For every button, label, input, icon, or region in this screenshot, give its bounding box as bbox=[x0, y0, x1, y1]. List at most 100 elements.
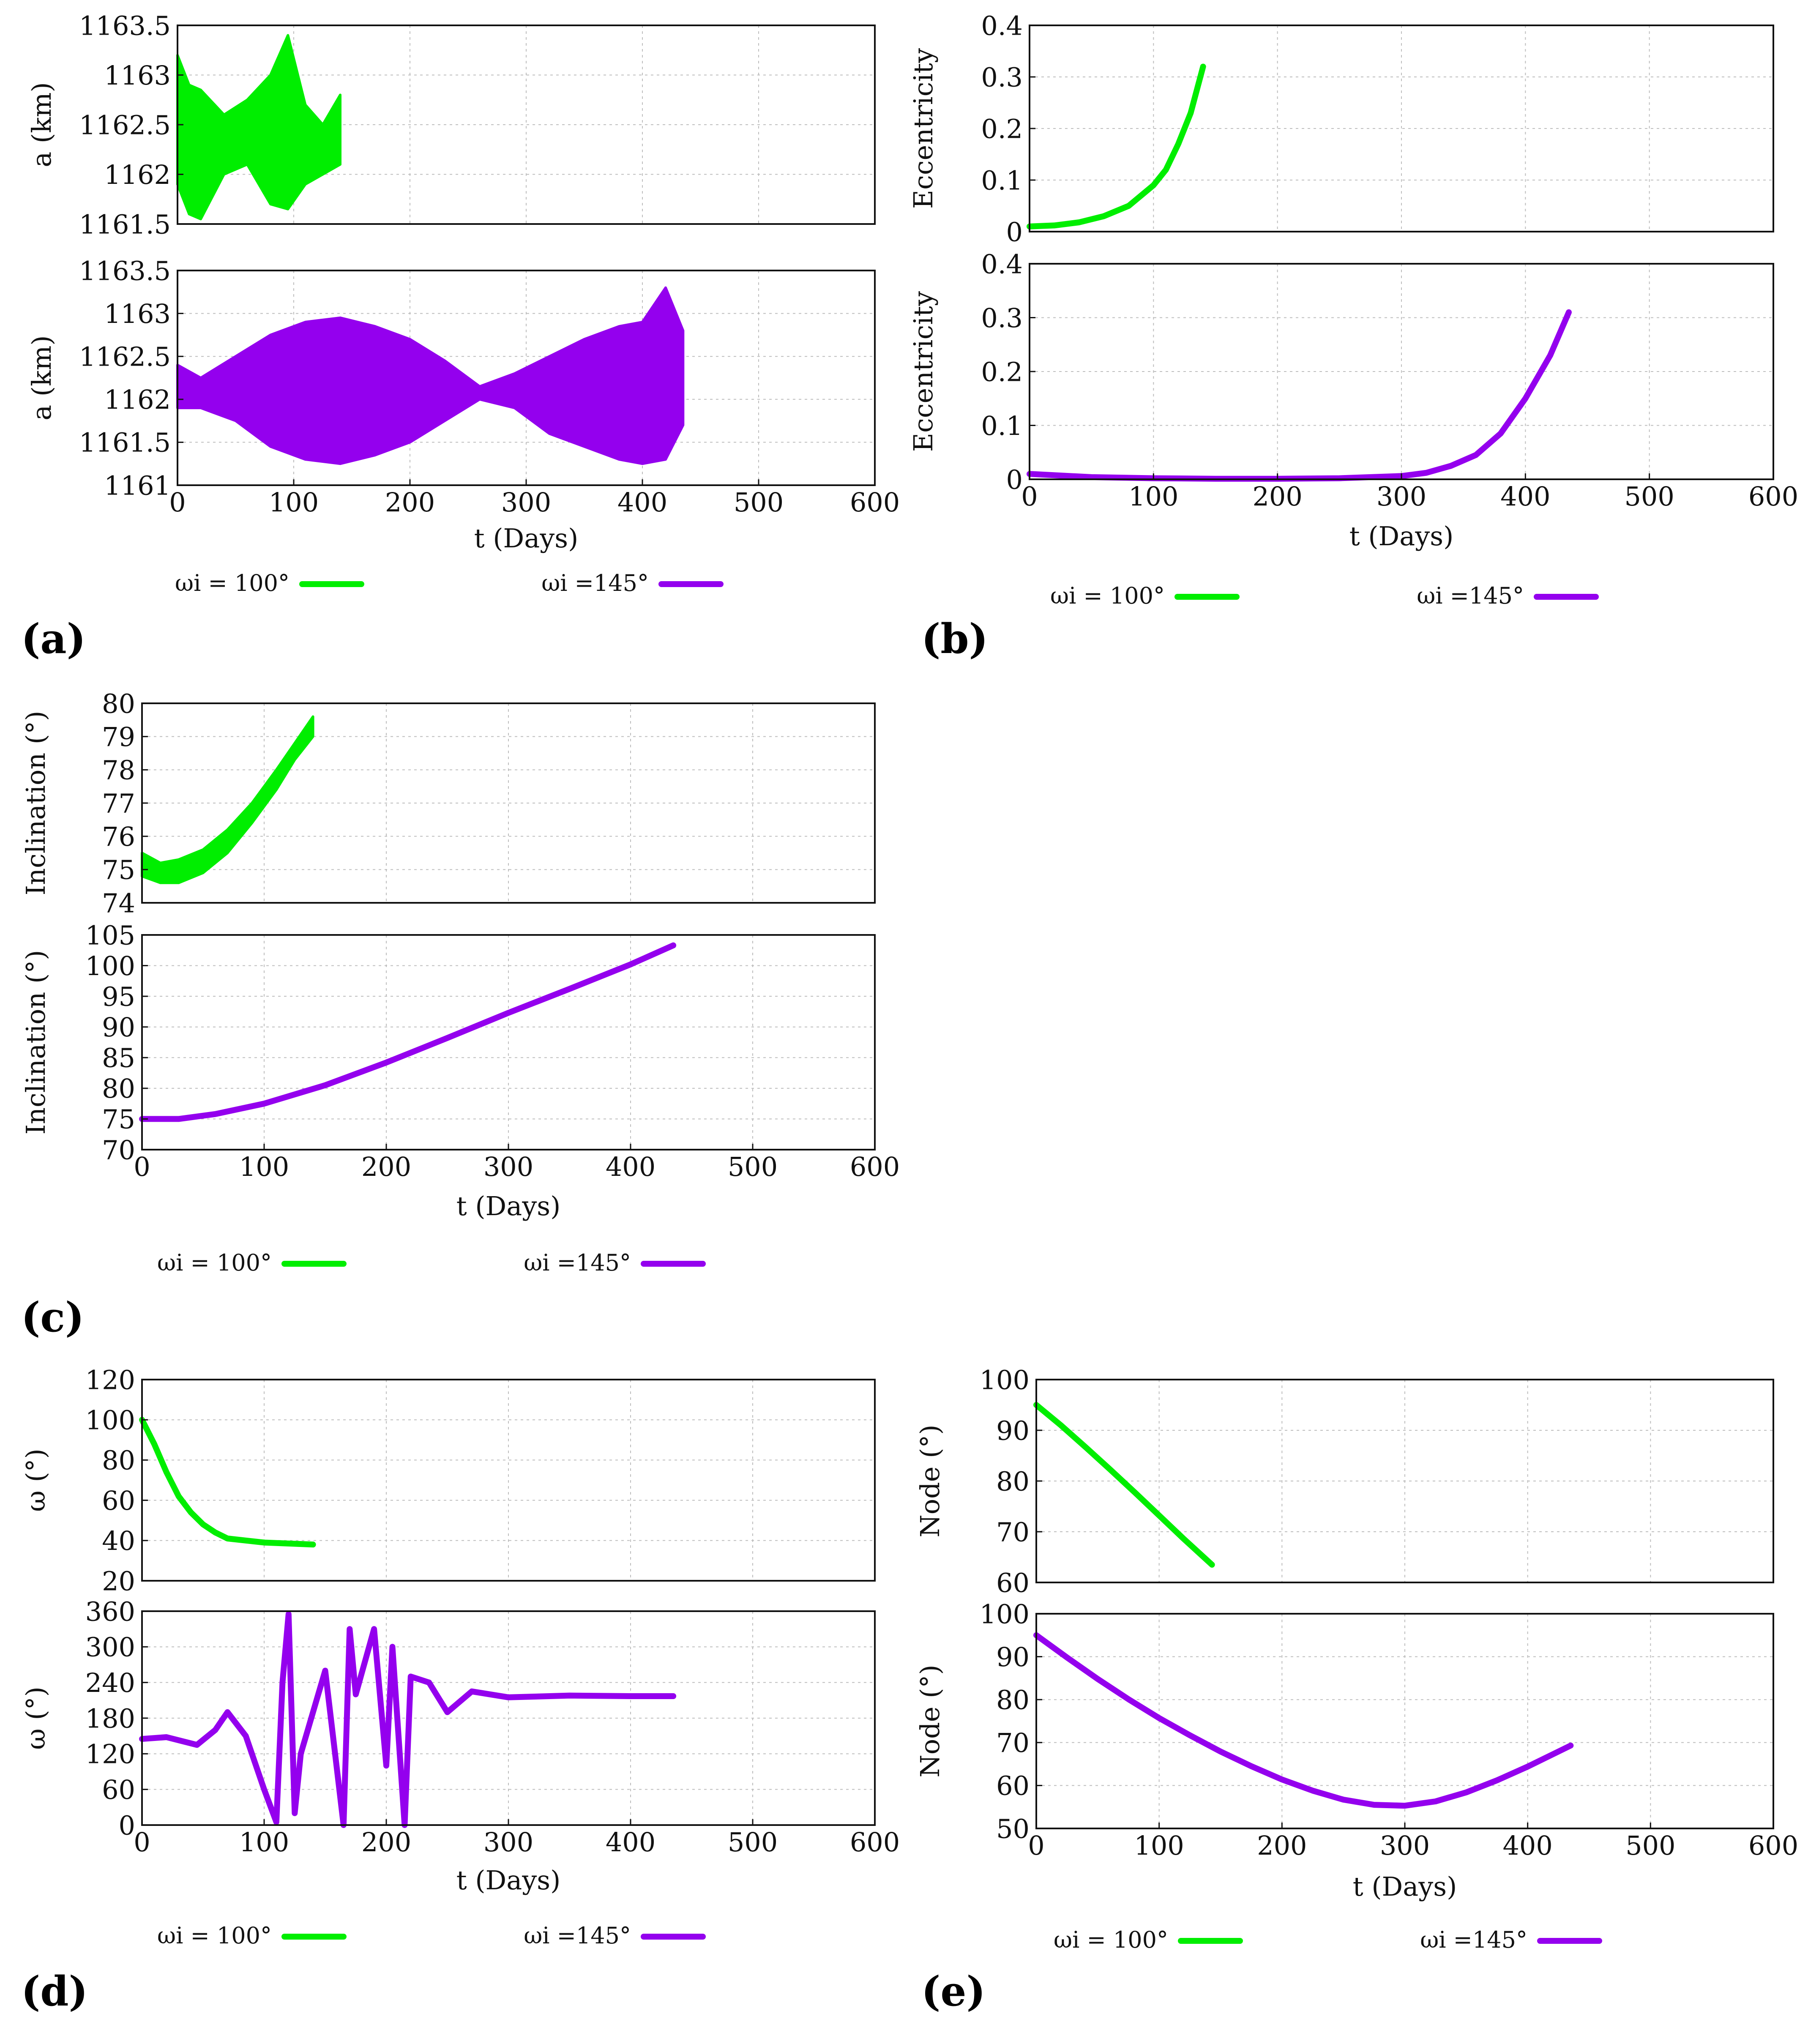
y-tick-label: 90 bbox=[996, 1415, 1030, 1446]
subplot-a-top: 1161.5 1162 1162.5 1163 1163.5 a (km) bbox=[26, 10, 876, 240]
y-tick-label: 105 bbox=[85, 920, 135, 951]
y-tick-label: 1163.5 bbox=[79, 255, 171, 286]
y-tick-label: 100 bbox=[85, 1405, 135, 1436]
y-axis-label: a (km) bbox=[26, 335, 57, 420]
y-axis-label: ω (°) bbox=[20, 1686, 51, 1750]
data-point bbox=[213, 1530, 218, 1535]
y-tick-label: 80 bbox=[996, 1466, 1030, 1497]
data-point bbox=[390, 1644, 395, 1650]
data-point bbox=[227, 840, 229, 842]
y-tick-label: 70 bbox=[102, 1134, 135, 1165]
data-point bbox=[1566, 309, 1571, 315]
data-point bbox=[1101, 213, 1106, 219]
data-point bbox=[287, 121, 289, 123]
data-point bbox=[176, 1494, 181, 1499]
y-tick-label: 360 bbox=[85, 1596, 135, 1627]
data-point bbox=[583, 392, 585, 394]
x-tick-label: 400 bbox=[1500, 481, 1550, 512]
y-tick-label: 1161.5 bbox=[79, 209, 171, 240]
x-tick-label: 500 bbox=[1624, 481, 1674, 512]
data-point bbox=[1523, 396, 1528, 401]
y-tick-label: 0.1 bbox=[981, 410, 1023, 441]
x-tick-label: 0 bbox=[169, 487, 186, 518]
data-point bbox=[223, 144, 225, 145]
data-point bbox=[384, 1763, 389, 1768]
y-tick-label: 120 bbox=[85, 1739, 135, 1770]
data-point bbox=[322, 148, 324, 150]
data-point bbox=[1052, 223, 1057, 228]
series-band-0 bbox=[141, 715, 314, 884]
data-point bbox=[310, 1542, 316, 1547]
data-point bbox=[1248, 1763, 1254, 1769]
data-point bbox=[618, 392, 620, 394]
legend-label-purple: ωi =145° bbox=[524, 1922, 631, 1949]
subplot-a-bottom: 1161 1161.5 1162 1162.5 1163 1163.5 0 100 200 300… bbox=[26, 255, 900, 554]
x-tick-label: 200 bbox=[361, 1151, 411, 1182]
data-point bbox=[292, 1810, 298, 1816]
legend-e: ωi = 100° ωi =145° bbox=[1054, 1926, 1602, 1953]
data-point bbox=[469, 1689, 475, 1694]
data-point bbox=[339, 128, 341, 131]
data-point bbox=[1423, 470, 1429, 475]
data-point bbox=[275, 779, 277, 781]
data-point bbox=[1464, 1790, 1469, 1795]
y-tick-label: 74 bbox=[102, 888, 135, 918]
subplot-e-top: 60 70 80 90 100 Node (°) bbox=[915, 1364, 1774, 1598]
y-tick-label: 0.3 bbox=[981, 303, 1023, 333]
y-tick-label: 85 bbox=[102, 1043, 135, 1074]
y-tick-label: 70 bbox=[996, 1517, 1030, 1547]
x-tick-label: 500 bbox=[734, 487, 784, 518]
data-point bbox=[270, 139, 271, 141]
x-tick-label: 200 bbox=[385, 487, 435, 518]
legend-a: ωi = 100° ωi =145° bbox=[175, 570, 724, 596]
x-axis-label: t (Days) bbox=[456, 1865, 561, 1896]
subplot-b-top: 0 0.1 0.2 0.3 0.4 Eccentricity bbox=[908, 10, 1774, 247]
x-tick-label: 500 bbox=[728, 1827, 778, 1858]
x-tick-label: 300 bbox=[501, 487, 551, 518]
x-tick-label: 200 bbox=[361, 1827, 411, 1858]
data-point bbox=[1095, 1676, 1101, 1682]
data-point bbox=[176, 1116, 181, 1122]
x-axis-label: t (Days) bbox=[474, 523, 579, 554]
data-point bbox=[1341, 1797, 1346, 1802]
y-tick-label: 80 bbox=[996, 1685, 1030, 1716]
x-tick-label: 0 bbox=[1021, 481, 1038, 512]
data-point bbox=[225, 1709, 230, 1715]
y-tick-label: 76 bbox=[102, 821, 135, 852]
data-point bbox=[479, 392, 481, 394]
legend-label-purple: ωi =145° bbox=[1420, 1926, 1527, 1953]
data-point bbox=[549, 394, 550, 396]
y-axis-label: Node (°) bbox=[915, 1664, 945, 1777]
data-point bbox=[188, 148, 190, 150]
series-line-0 bbox=[1027, 309, 1572, 482]
data-point bbox=[1176, 141, 1181, 147]
subplot-d-bottom: 0 60 120 180 240 300 360 0 100 200 300 400 500 600 ω (… bbox=[20, 1596, 900, 1896]
data-point bbox=[164, 1734, 169, 1740]
y-tick-label: 0.3 bbox=[981, 62, 1023, 93]
y-tick-label: 1162 bbox=[104, 384, 171, 415]
x-tick-label: 0 bbox=[134, 1151, 150, 1182]
y-tick-label: 80 bbox=[102, 1445, 135, 1476]
y-axis-label: a (km) bbox=[26, 82, 57, 167]
y-tick-label: 60 bbox=[996, 1771, 1030, 1801]
y-tick-label: 0.2 bbox=[981, 113, 1023, 144]
subplot-b-bottom: 0 0.1 0.2 0.3 0.4 0 100 200 300 400 500 600 Eccentri… bbox=[908, 249, 1798, 552]
data-point bbox=[202, 860, 204, 862]
panel-label-a: (a) bbox=[21, 615, 86, 663]
series-line-0 bbox=[139, 1611, 677, 1828]
x-axis-label: t (Days) bbox=[456, 1191, 561, 1221]
data-point bbox=[374, 390, 376, 392]
data-point bbox=[409, 390, 411, 392]
data-point bbox=[1371, 1802, 1377, 1808]
data-point bbox=[665, 372, 666, 374]
y-tick-label: 180 bbox=[85, 1703, 135, 1734]
data-point bbox=[286, 1541, 291, 1546]
y-tick-label: 0 bbox=[119, 1810, 135, 1841]
x-tick-label: 600 bbox=[850, 1827, 900, 1858]
x-tick-label: 100 bbox=[239, 1827, 289, 1858]
panel-label-c: (c) bbox=[21, 1293, 84, 1341]
y-tick-label: 120 bbox=[85, 1364, 135, 1395]
data-point bbox=[1279, 1777, 1285, 1782]
series-band-0 bbox=[176, 34, 341, 221]
